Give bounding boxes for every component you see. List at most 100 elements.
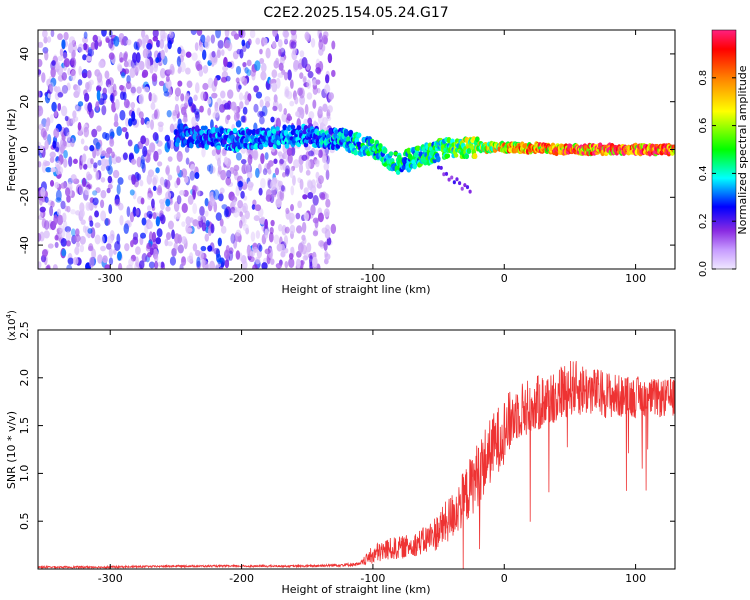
ridge-cell [222, 138, 227, 145]
ridge-tail-cell [465, 185, 470, 190]
noise-speck [167, 241, 173, 247]
snr-background [38, 330, 675, 569]
colorbar-gradient [711, 29, 737, 270]
noise-speck [217, 39, 224, 49]
noise-speck [325, 198, 331, 208]
snr-x-tick-label: -300 [98, 572, 123, 585]
noise-speck [61, 72, 68, 81]
noise-speck [104, 152, 111, 158]
noise-speck [184, 176, 189, 184]
ridge-tail-cell [463, 183, 467, 188]
noise-speck [213, 247, 220, 255]
noise-speck [55, 61, 61, 70]
noise-speck [176, 177, 181, 186]
noise-speck [117, 64, 123, 72]
noise-speck [200, 245, 207, 252]
noise-speck [39, 211, 44, 219]
noise-speck [108, 155, 113, 166]
noise-speck [299, 178, 304, 190]
noise-speck [38, 41, 44, 48]
noise-speck [278, 49, 282, 57]
noise-speck [224, 30, 230, 38]
ridge-cell [334, 129, 339, 135]
noise-speck [83, 163, 88, 170]
noise-speck [307, 71, 314, 79]
noise-speck [274, 167, 280, 176]
noise-speck [189, 170, 195, 181]
noise-speck [293, 59, 300, 71]
noise-speck [136, 173, 142, 181]
noise-speck [169, 140, 175, 150]
noise-speck [279, 243, 286, 253]
noise-speck [80, 138, 85, 145]
noise-speck [312, 256, 318, 268]
noise-speck [100, 177, 106, 183]
noise-speck [302, 194, 308, 200]
noise-speck [54, 241, 59, 249]
noise-speck [192, 243, 198, 252]
noise-speck [42, 46, 49, 54]
noise-speck [261, 262, 268, 269]
noise-speck [304, 31, 310, 41]
noise-speck [153, 61, 158, 73]
noise-speck [119, 84, 124, 91]
noise-speck [181, 236, 187, 245]
ridge-cell [353, 149, 358, 156]
snr-y-multiplier-close: ) [7, 310, 18, 314]
noise-speck [254, 60, 261, 72]
noise-speck [226, 61, 233, 68]
noise-speck [156, 228, 163, 238]
noise-speck [308, 111, 315, 120]
ridge-cell [415, 145, 421, 151]
noise-speck [288, 212, 295, 224]
noise-speck [259, 99, 264, 108]
noise-speck [114, 241, 121, 251]
noise-speck [63, 149, 68, 159]
noise-speck [125, 131, 129, 140]
noise-speck [79, 244, 85, 253]
noise-speck [215, 212, 222, 221]
ridge-cell [214, 127, 220, 134]
noise-speck [38, 90, 41, 98]
noise-speck [292, 47, 298, 56]
noise-speck [70, 174, 77, 182]
noise-speck [199, 44, 204, 52]
noise-speck [126, 39, 132, 46]
noise-speck [140, 117, 145, 125]
noise-speck [288, 252, 294, 260]
noise-speck [221, 148, 227, 157]
noise-speck [44, 196, 49, 203]
noise-speck [165, 166, 170, 175]
noise-speck [102, 233, 108, 244]
noise-speck [240, 115, 246, 123]
snr-y-tick-label: 1.0 [18, 465, 31, 483]
noise-speck [242, 61, 247, 68]
noise-speck [152, 176, 157, 187]
ridge-cell [276, 144, 282, 150]
noise-speck [210, 165, 216, 174]
noise-speck [136, 38, 143, 48]
noise-speck [295, 111, 300, 117]
noise-speck [157, 185, 162, 194]
noise-speck [273, 158, 278, 164]
noise-speck [139, 179, 144, 187]
noise-speck [63, 31, 69, 41]
noise-speck [125, 117, 130, 127]
noise-speck [315, 171, 320, 180]
noise-speck [87, 49, 95, 57]
noise-speck [112, 169, 120, 179]
noise-speck [49, 205, 54, 217]
noise-speck [319, 192, 326, 201]
noise-speck [159, 68, 166, 79]
noise-speck [38, 105, 44, 117]
noise-speck [180, 106, 187, 116]
noise-speck [244, 99, 250, 106]
spectrogram-y-axis-label: Frequency (Hz) [5, 109, 18, 192]
noise-speck [286, 90, 293, 100]
noise-speck [68, 42, 74, 54]
noise-speck [307, 117, 313, 125]
ridge-tail-cell [436, 165, 441, 170]
ridge-cell [378, 143, 383, 149]
noise-speck [303, 212, 310, 221]
noise-speck [52, 264, 58, 269]
